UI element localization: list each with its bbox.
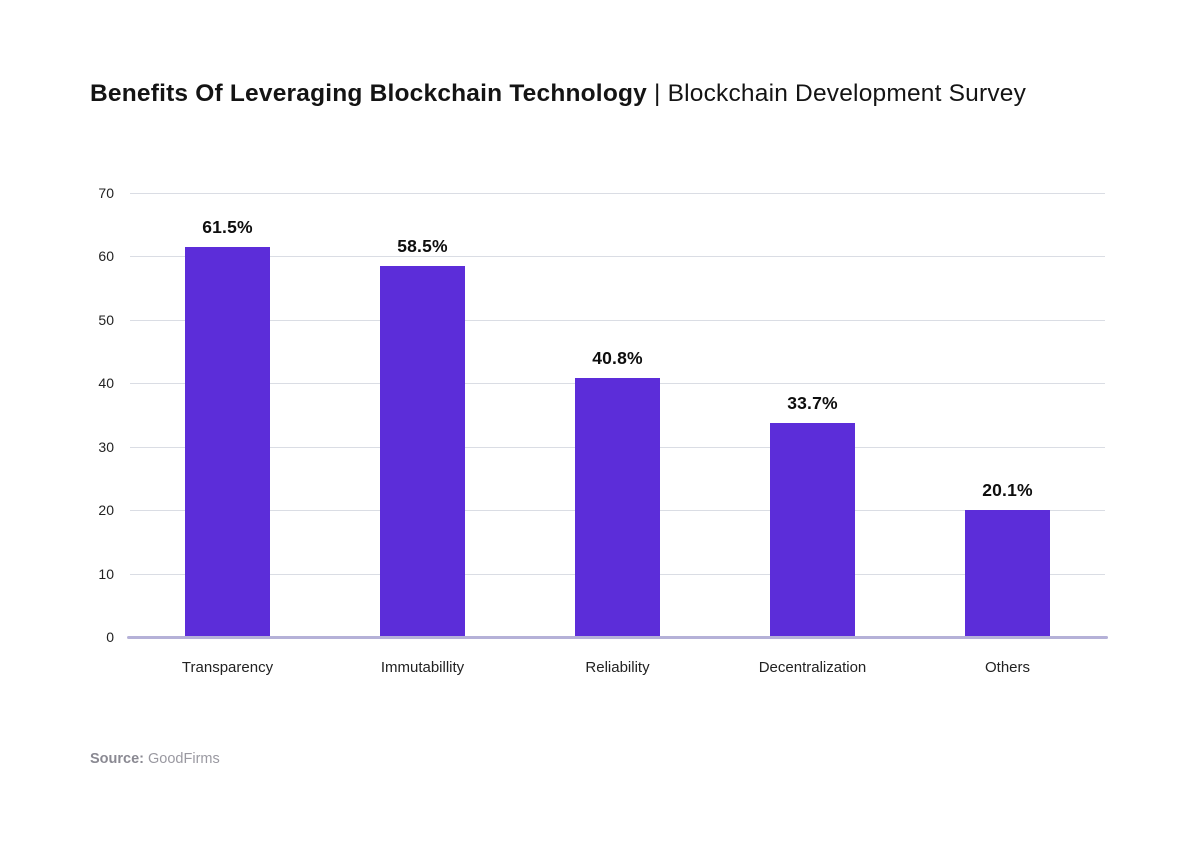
x-axis-category-label: Decentralization	[758, 659, 867, 676]
source-label: Source:	[90, 751, 144, 767]
y-axis-tick-label: 40	[98, 375, 114, 392]
bar-value-label: 20.1%	[982, 479, 1033, 500]
y-axis-tick-label: 0	[106, 629, 114, 645]
bar-column: 33.7%	[715, 193, 910, 637]
chart-title-main: Benefits Of Leveraging Blockchain Techno…	[90, 80, 647, 107]
x-axis-category-label: Others	[984, 659, 1030, 676]
bar-value-label: 33.7%	[787, 393, 838, 414]
gridline	[130, 256, 1105, 258]
x-axis-category-label: Immutabillity	[380, 659, 465, 676]
chart-title-subtitle: Blockchain Development Survey	[667, 80, 1027, 107]
bar	[770, 423, 855, 637]
y-axis-tick-label: 20	[98, 502, 114, 519]
y-axis-tick-label: 50	[98, 311, 114, 328]
chart-title: Benefits Of Leveraging Blockchain Techno…	[90, 80, 1026, 108]
x-axis-baseline	[127, 636, 1108, 639]
bar-value-label: 58.5%	[397, 235, 448, 256]
source-attribution: Source: GoodFirms	[90, 751, 220, 767]
bar-column: 58.5%	[325, 193, 520, 637]
y-axis-tick-label: 10	[98, 565, 114, 582]
bar-value-label: 40.8%	[592, 348, 643, 369]
x-axis-category-label: Reliability	[585, 659, 650, 676]
bar	[965, 509, 1050, 637]
y-axis-tick-label: 30	[98, 438, 114, 455]
bar	[185, 246, 270, 637]
x-axis-category-labels: Transparency Immutabillity Reliability Dece…	[130, 659, 1105, 676]
gridline	[130, 193, 1105, 194]
source-value: GoodFirms	[144, 751, 220, 767]
bar-value-label: 61.5%	[202, 216, 253, 237]
plot-area: 0 10 20 30 40 50 60 70 61.5% 58.5% 40.8% 33.7% 20.1…	[98, 185, 1108, 676]
x-axis-category-label: Transparency	[181, 659, 274, 676]
bar	[380, 265, 465, 637]
bar-column: 61.5%	[130, 193, 325, 637]
chart-title-separator: |	[646, 80, 668, 107]
gridline	[130, 319, 1105, 321]
bar-column: 40.8%	[520, 193, 715, 637]
bar-series: 61.5% 58.5% 40.8% 33.7% 20.1%	[130, 193, 1105, 637]
bar-column: 20.1%	[910, 193, 1105, 637]
y-axis-tick-label: 60	[98, 248, 114, 265]
bar	[575, 378, 660, 637]
y-axis-tick-label: 70	[98, 185, 114, 201]
